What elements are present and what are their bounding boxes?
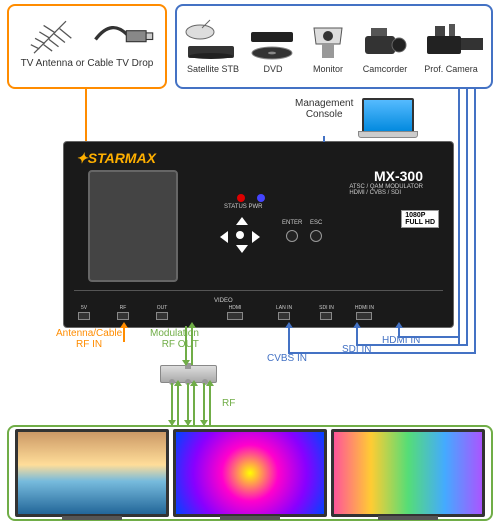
line-src-right3 <box>474 89 476 353</box>
line-tv1 <box>171 383 173 425</box>
model-subtitle: ATSC / QAM MODULATOR HDMI / CVBS / SDI <box>349 184 423 196</box>
rf-sources-label: TV Antenna or Cable TV Drop <box>13 58 161 69</box>
line-tv2 <box>187 383 189 425</box>
src-label: Prof. Camera <box>418 64 484 74</box>
line-hdmi-h <box>398 336 460 338</box>
dvd-icon <box>247 18 297 62</box>
port-label: HDMI IN <box>355 305 374 311</box>
port-label: LAN IN <box>276 305 292 311</box>
arrow-tv1d <box>168 420 176 426</box>
brand-label: ✦STARMAX <box>76 150 156 167</box>
line-sdi-h <box>356 344 468 346</box>
rf-tv-label: RF <box>222 398 235 409</box>
esc-label: ESC <box>310 220 322 226</box>
port-hdmi <box>227 312 243 320</box>
port-5v <box>78 312 90 320</box>
src-label: Satellite STB <box>184 64 242 74</box>
port-label: RF <box>117 305 129 311</box>
esc-button[interactable] <box>310 230 322 242</box>
management-label: Management Console <box>295 98 353 120</box>
port-label: HDMI <box>227 305 243 311</box>
arrow-tv1u <box>174 380 182 386</box>
dpad-center[interactable] <box>236 231 244 239</box>
port-label: SDI IN <box>319 305 334 311</box>
dpad-up[interactable] <box>236 217 248 225</box>
port-sdi <box>320 312 332 320</box>
line-tv3 <box>203 383 205 425</box>
tv-outputs-box <box>7 425 493 521</box>
power-led <box>257 194 265 202</box>
line-tv3b <box>209 383 211 425</box>
av-sources-box: Satellite STB DVD Monitor Camcorder Prof… <box>175 4 493 89</box>
cable-icon <box>90 12 156 56</box>
arrow-sdi <box>353 322 361 328</box>
port-rf-in <box>117 312 129 320</box>
arrow-tv3u <box>206 380 214 386</box>
line-cvbs-h <box>288 352 476 354</box>
cvbs-label: CVBS IN <box>267 353 307 364</box>
status-pwr-label: STATUS PWR <box>224 204 262 210</box>
device-screen <box>88 170 178 282</box>
arrow-tv3d <box>200 420 208 426</box>
port-row: 5V RF OUT HDMI LAN IN SDI IN HDMI IN <box>64 305 453 321</box>
divider <box>74 290 443 291</box>
line-cvbs <box>288 326 290 352</box>
arrow-cvbs <box>285 322 293 328</box>
camcorder-icon <box>359 18 413 62</box>
line-tv2b <box>193 383 195 425</box>
rf-sources-box: TV Antenna or Cable TV Drop <box>7 4 167 89</box>
laptop-icon <box>362 98 414 134</box>
dpad-down[interactable] <box>236 245 248 253</box>
rf-out-label: Modulation RF OUT <box>150 328 199 350</box>
tv-icon <box>173 429 327 517</box>
dpad-right[interactable] <box>252 231 260 243</box>
port-lan <box>278 312 290 320</box>
status-led <box>237 194 245 202</box>
line-sdi <box>356 326 358 344</box>
resolution-badge: 1080P FULL HD <box>401 210 439 228</box>
satellite-stb-icon <box>182 18 240 62</box>
src-label: Monitor <box>304 64 352 74</box>
model-label: MX-300 <box>374 168 423 184</box>
enter-label: ENTER <box>282 220 302 226</box>
arrow-hdmi <box>395 322 403 328</box>
port-label: 5V <box>78 305 90 311</box>
line-tv1b <box>177 383 179 425</box>
enter-button[interactable] <box>286 230 298 242</box>
line-src-right <box>458 89 460 345</box>
src-label: DVD <box>248 64 298 74</box>
antenna-icon <box>18 12 82 56</box>
src-label: Camcorder <box>358 64 412 74</box>
modulator-device: ✦STARMAX MX-300 ATSC / QAM MODULATOR HDM… <box>63 141 454 328</box>
line-lan <box>323 136 325 142</box>
arrow-tv2d <box>184 420 192 426</box>
video-section-label: VIDEO <box>214 298 233 304</box>
line-rf-in <box>85 89 87 141</box>
rf-in-label: Antenna/Cable RF IN <box>56 328 122 350</box>
tv-icon <box>15 429 169 517</box>
dpad-left[interactable] <box>220 231 228 243</box>
arrow-tv2u <box>190 380 198 386</box>
monitor-icon <box>304 18 352 62</box>
line-src-right2 <box>466 89 468 345</box>
port-hdmi-in <box>356 312 372 320</box>
management-console: Management Console <box>295 98 414 139</box>
arrow-rf-out-down <box>182 360 190 366</box>
tv-icon <box>331 429 485 517</box>
port-rf-out <box>156 312 168 320</box>
port-label: OUT <box>156 305 168 311</box>
line-rf-in-v2 <box>123 326 125 342</box>
prof-camera-icon <box>420 18 486 62</box>
